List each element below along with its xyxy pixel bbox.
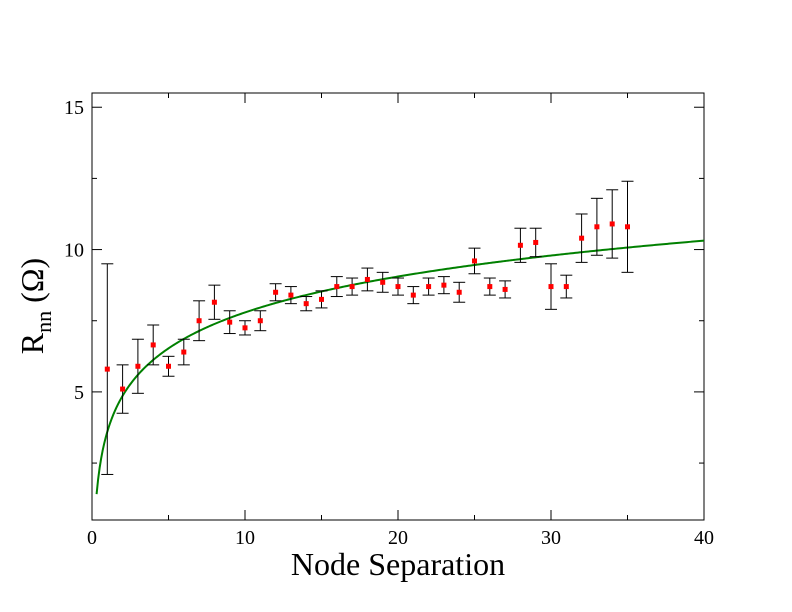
data-point: [517, 242, 523, 248]
data-point: [364, 276, 370, 282]
data-point: [441, 282, 447, 288]
y-axis-title-subscript: nn: [31, 311, 56, 333]
x-tick-label: 30: [541, 527, 561, 549]
data-point: [625, 224, 630, 230]
data-point: [104, 366, 110, 372]
axis-tick-labels: 0 10 20 30 40 5 10 15: [64, 97, 714, 549]
data-point: [288, 292, 294, 298]
data-point: [395, 284, 401, 290]
data-point: [380, 279, 386, 285]
data-point: [319, 296, 324, 302]
y-axis-title: Rnn (Ω): [14, 258, 56, 354]
data-point: [135, 363, 141, 369]
axis-ticks: [91, 93, 705, 520]
fit-curve-group: [95, 239, 705, 495]
data-point: [242, 325, 248, 331]
data-point: [196, 318, 202, 324]
y-axis-title-unit: (Ω): [14, 258, 50, 311]
data-point: [609, 221, 615, 227]
x-tick-label: 20: [388, 527, 408, 549]
y-axis-title-base: R: [14, 332, 50, 354]
data-point: [150, 342, 156, 348]
data-point: [426, 284, 432, 290]
data-point: [273, 289, 279, 295]
data-point: [334, 284, 340, 290]
data-point: [456, 289, 462, 295]
error-bars: [101, 180, 634, 475]
fit-curve: [95, 239, 705, 495]
data-point: [257, 318, 263, 324]
data-markers: [104, 221, 630, 392]
data-point: [594, 224, 600, 230]
x-tick-label: 0: [87, 527, 97, 549]
data-point: [166, 363, 171, 369]
data-point: [227, 319, 233, 325]
data-point: [120, 386, 126, 392]
y-tick-label: 10: [64, 240, 84, 262]
data-point: [410, 292, 416, 298]
data-point: [502, 286, 508, 292]
data-point: [579, 235, 585, 241]
x-tick-label: 10: [235, 527, 255, 549]
y-tick-label: 5: [74, 382, 84, 404]
data-point: [533, 239, 539, 245]
data-point: [472, 258, 477, 264]
data-point: [487, 284, 493, 290]
data-point: [548, 284, 554, 290]
data-point: [181, 349, 187, 355]
data-point: [349, 284, 355, 290]
y-tick-label: 15: [64, 97, 84, 119]
data-point: [563, 284, 569, 290]
data-point: [303, 301, 309, 307]
data-point: [211, 299, 217, 305]
x-tick-label: 40: [694, 527, 714, 549]
plot-frame: [91, 92, 705, 521]
x-axis-title: Node Separation: [291, 546, 505, 582]
